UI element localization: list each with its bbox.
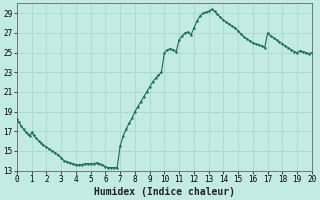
X-axis label: Humidex (Indice chaleur): Humidex (Indice chaleur) bbox=[94, 186, 235, 197]
